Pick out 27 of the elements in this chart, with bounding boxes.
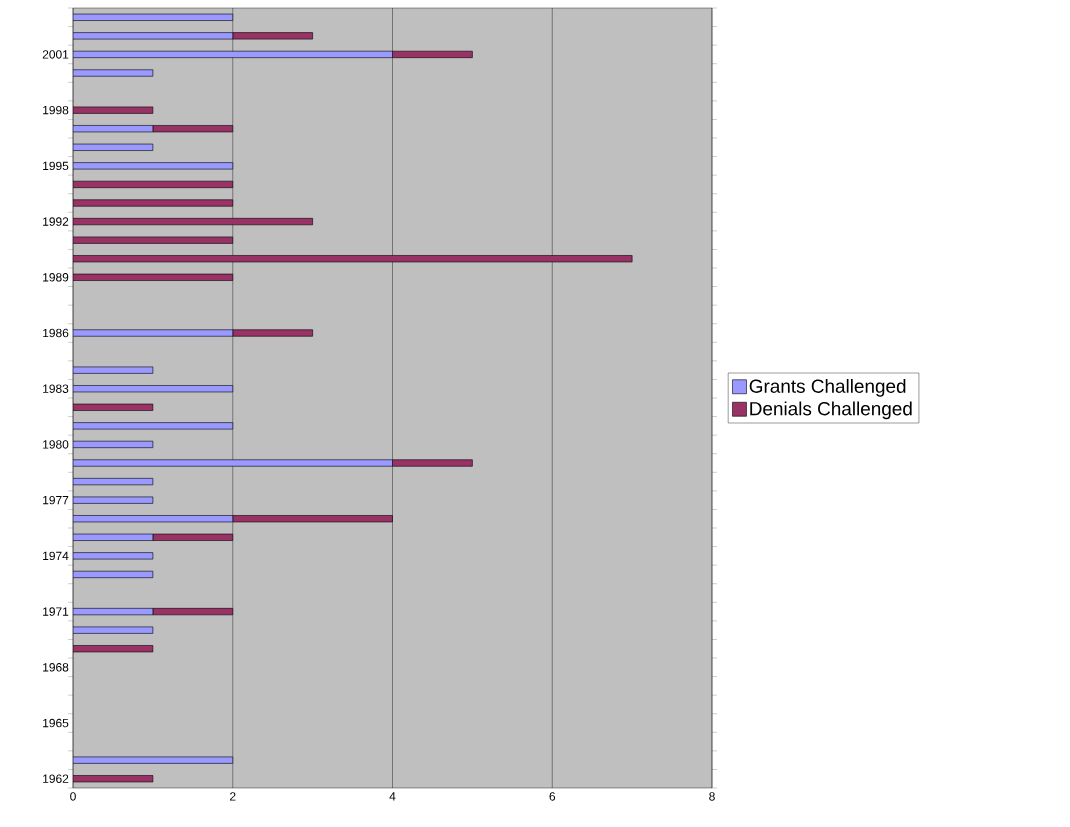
bar bbox=[73, 199, 234, 207]
y-tick-label: 2001 bbox=[42, 50, 69, 59]
y-tick-label: 1980 bbox=[43, 440, 69, 449]
x-tick-label: 0 bbox=[70, 792, 76, 801]
y-tick-label: 1986 bbox=[43, 328, 69, 338]
y-tick-label: 1995 bbox=[43, 161, 69, 171]
y-tick-label: 1974 bbox=[43, 551, 69, 561]
bar bbox=[73, 459, 393, 467]
y-tick-label: 1989 bbox=[43, 273, 69, 282]
legend-label: Grants Challenged bbox=[749, 379, 906, 397]
x-tick-label: 8 bbox=[709, 792, 715, 801]
bar bbox=[73, 69, 154, 77]
bar bbox=[73, 329, 234, 337]
y-tick-label: 1983 bbox=[43, 384, 69, 393]
y-tick-label: 1992 bbox=[43, 217, 69, 226]
y-tick-label: 1998 bbox=[43, 105, 69, 115]
y-tick-label: 1962 bbox=[43, 774, 69, 783]
legend-label: Denials Challenged bbox=[750, 401, 912, 420]
bar bbox=[392, 459, 473, 467]
x-tick-label: 6 bbox=[549, 792, 556, 801]
y-tick-label: 1968 bbox=[43, 663, 69, 672]
y-tick-label: 1965 bbox=[43, 718, 69, 728]
x-tick-label: 2 bbox=[230, 792, 236, 801]
y-tick-label: 1977 bbox=[43, 495, 69, 505]
x-tick-label: 4 bbox=[389, 792, 396, 801]
bar bbox=[232, 329, 313, 337]
y-tick-label: 1971 bbox=[43, 607, 69, 616]
